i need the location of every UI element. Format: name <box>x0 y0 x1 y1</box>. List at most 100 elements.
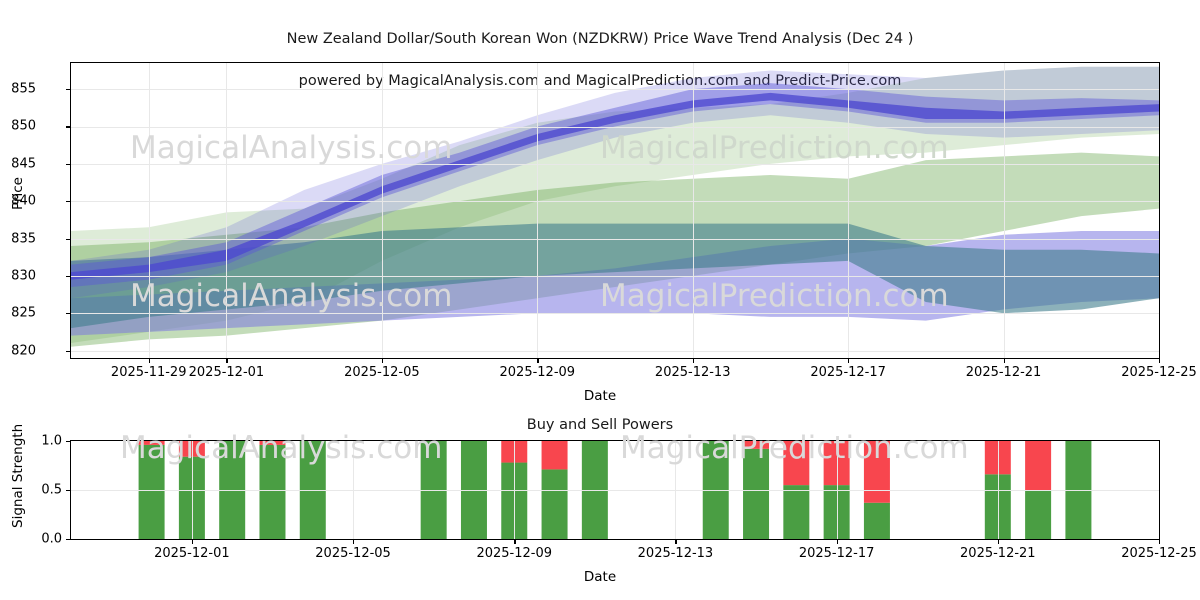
buy-power-bar[interactable] <box>541 469 568 539</box>
buy-power-bar[interactable] <box>178 456 205 539</box>
price-gridline-v <box>148 63 150 358</box>
price-wave-bands <box>71 66 1159 347</box>
signal-gridline-v <box>997 441 999 539</box>
price-y-tick-label: 855 <box>11 81 36 97</box>
price-x-tick-label: 2025-11-29 <box>110 365 187 380</box>
signal-x-tickmark <box>191 540 194 544</box>
price-gridline-v <box>848 63 850 358</box>
buy-power-bar[interactable] <box>743 448 770 539</box>
price-gridline-h <box>71 89 1159 91</box>
sell-power-bar[interactable] <box>863 441 890 503</box>
price-gridline-v <box>226 63 228 358</box>
price-y-tickmark <box>66 201 70 203</box>
price-x-tick-label: 2025-12-01 <box>188 365 265 380</box>
sell-power-bar[interactable] <box>501 441 528 463</box>
signal-x-tick-label: 2025-12-25 <box>1121 546 1197 561</box>
signal-gridline-v <box>1159 441 1160 539</box>
blue-wave-core-band <box>71 92 1159 280</box>
price-x-tick-label: 2025-12-25 <box>1121 365 1197 380</box>
buy-power-bar[interactable] <box>501 462 528 539</box>
x-axis-label-date-signal: Date <box>583 569 617 585</box>
price-x-tick-label: 2025-12-21 <box>965 365 1042 380</box>
price-gridline-h <box>71 163 1159 165</box>
signal-gridline-v <box>514 441 516 539</box>
price-y-tickmark <box>66 126 70 128</box>
signal-x-tickmark <box>997 540 1000 544</box>
price-x-tickmark <box>226 359 228 363</box>
signal-x-tick-label: 2025-12-17 <box>798 546 875 561</box>
buy-power-bar[interactable] <box>783 485 810 539</box>
price-y-tick-label: 830 <box>11 268 36 284</box>
signal-y-tick-label: 0.0 <box>41 531 62 547</box>
signal-x-tickmark <box>514 540 516 544</box>
price-x-tickmark <box>692 359 694 363</box>
signal-x-tick-label: 2025-12-01 <box>154 546 230 561</box>
teal-overlap-band <box>71 223 1159 329</box>
price-y-tickmark <box>66 350 70 352</box>
buy-power-bar[interactable] <box>138 444 165 539</box>
signal-y-tickmark <box>66 441 70 443</box>
signal-plot-area <box>70 440 1160 540</box>
price-y-tickmark <box>66 89 70 91</box>
sell-power-bar[interactable] <box>138 441 165 445</box>
signal-y-tickmark <box>66 490 70 492</box>
price-plot-area <box>70 62 1160 359</box>
price-x-tickmark <box>148 359 150 363</box>
price-x-tick-label: 2025-12-05 <box>344 365 420 380</box>
sell-power-bar[interactable] <box>743 441 770 449</box>
price-gridline-v <box>537 63 539 358</box>
price-gridline-h <box>71 350 1159 352</box>
price-x-tick-label: 2025-12-09 <box>499 365 576 380</box>
price-y-tickmark <box>66 275 70 278</box>
price-gridline-v <box>1003 63 1005 358</box>
price-x-tickmark <box>537 359 539 363</box>
signal-x-tickmark <box>675 540 677 544</box>
figure-title: New Zealand Dollar/South Korean Won (NZD… <box>0 8 1200 92</box>
signal-gridline-v <box>836 441 838 539</box>
price-gridline-h <box>71 313 1159 315</box>
blue-wave-outer-band <box>71 66 1159 299</box>
buy-power-bar[interactable] <box>863 502 890 539</box>
sell-power-bar[interactable] <box>1025 441 1052 491</box>
signal-x-tick-label: 2025-12-09 <box>476 546 553 561</box>
price-y-tickmark <box>66 238 70 240</box>
buy-power-bar[interactable] <box>1025 490 1052 539</box>
signal-x-tickmark <box>836 540 838 544</box>
figure-title-line2: powered by MagicalAnalysis.com and Magic… <box>298 73 902 89</box>
price-x-tickmark <box>1003 359 1005 363</box>
price-y-tick-label: 835 <box>11 231 36 246</box>
price-y-tick-label: 840 <box>11 193 36 209</box>
x-axis-label-date-price: Date <box>583 388 617 404</box>
price-x-tickmark <box>1159 359 1161 363</box>
price-y-tick-label: 850 <box>11 118 36 134</box>
signal-gridline-v <box>675 441 677 539</box>
signal-gridline-v <box>353 441 355 539</box>
price-y-tick-label: 845 <box>11 156 36 172</box>
price-x-tick-label: 2025-12-13 <box>654 365 731 380</box>
price-x-tickmark <box>848 359 850 363</box>
price-gridline-h <box>71 201 1159 203</box>
signal-gridline-v <box>191 441 193 539</box>
signal-x-tickmark <box>1159 540 1161 544</box>
price-gridline-h <box>71 275 1159 277</box>
price-gridline-v <box>692 63 694 358</box>
buy-power-bar[interactable] <box>259 444 286 539</box>
price-gridline-v <box>1159 63 1160 358</box>
sell-power-bar[interactable] <box>783 441 810 486</box>
signal-y-tick-label: 1.0 <box>41 433 62 449</box>
price-gridline-v <box>381 63 383 358</box>
signal-x-tick-label: 2025-12-05 <box>315 546 391 561</box>
sell-power-bar[interactable] <box>541 441 568 470</box>
sell-power-bar[interactable] <box>178 441 205 457</box>
figure-title-line1: New Zealand Dollar/South Korean Won (NZD… <box>286 31 914 47</box>
signal-y-tick-label: 0.5 <box>41 482 62 498</box>
sell-power-bar[interactable] <box>259 441 286 445</box>
subplot-title-buy-sell-powers: Buy and Sell Powers <box>526 417 674 433</box>
signal-gridline-h <box>71 490 1159 491</box>
signal-x-tick-label: 2025-12-13 <box>637 546 714 561</box>
signal-x-tick-label: 2025-12-21 <box>960 546 1036 561</box>
price-y-tickmark <box>66 163 70 166</box>
price-x-tickmark <box>381 359 384 363</box>
price-gridline-h <box>71 126 1159 128</box>
